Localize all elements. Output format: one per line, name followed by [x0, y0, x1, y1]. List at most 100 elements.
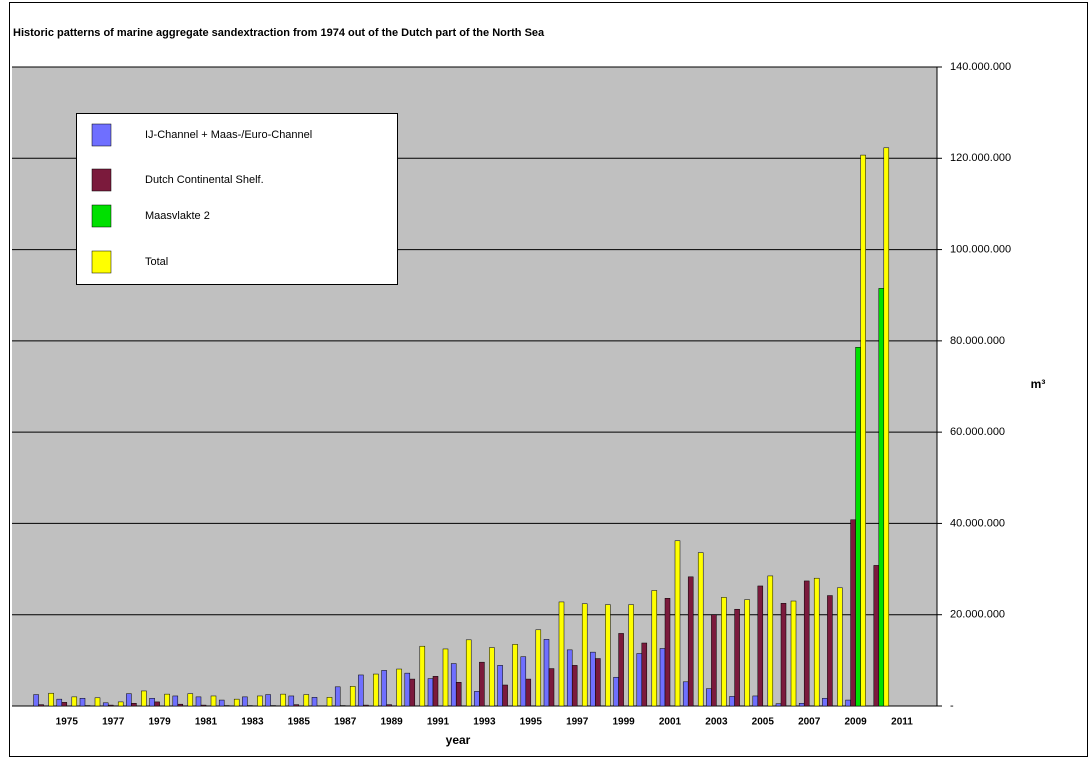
bar	[149, 697, 155, 707]
bar	[218, 699, 225, 707]
bar	[744, 599, 750, 707]
x-tick-label: 1999	[612, 717, 635, 728]
bar	[664, 598, 671, 707]
legend-label: Dutch Continental Shelf.	[145, 174, 264, 186]
bar	[878, 288, 885, 707]
y-tick-label: 80.000.000	[950, 335, 1005, 347]
x-tick-label: 1997	[566, 717, 589, 728]
bar	[427, 678, 434, 707]
x-tick-label: 2007	[798, 717, 821, 728]
bar	[200, 704, 207, 707]
x-tick-label: 1995	[520, 717, 543, 728]
bar	[311, 697, 318, 707]
bar	[827, 595, 833, 707]
bar	[590, 651, 596, 707]
legend-label: IJ-Channel + Maas-/Euro-Channel	[145, 129, 312, 141]
bar	[373, 673, 379, 707]
y-tick-label: 100.000.000	[950, 243, 1011, 255]
bar	[729, 696, 735, 707]
bar	[566, 649, 573, 707]
bar	[195, 696, 202, 707]
bar	[94, 697, 101, 707]
bar	[257, 695, 263, 707]
bar	[525, 678, 532, 707]
x-tick-label: 1989	[380, 717, 403, 728]
bar	[177, 703, 184, 707]
bar	[404, 672, 411, 707]
bar	[757, 585, 764, 707]
bar	[548, 668, 555, 707]
bar	[798, 703, 805, 707]
bar	[474, 691, 480, 707]
bar	[363, 704, 369, 707]
legend-swatch	[91, 168, 112, 192]
bar	[697, 552, 704, 707]
bar	[845, 699, 851, 707]
bar	[154, 701, 160, 707]
x-tick-label: 1993	[473, 717, 496, 728]
bar	[265, 694, 271, 707]
y-tick-label: 60.000.000	[950, 426, 1005, 438]
x-tick-label: 2009	[844, 717, 867, 728]
bar	[280, 693, 286, 707]
bar	[855, 346, 861, 707]
y-tick-label: 140.000.000	[950, 61, 1011, 73]
bar	[775, 703, 782, 707]
x-tick-label: 2001	[659, 717, 682, 728]
bar	[442, 648, 449, 707]
bar	[837, 587, 843, 707]
bar	[520, 656, 527, 707]
bar	[618, 633, 624, 707]
bar	[628, 604, 634, 707]
y-tick-label: 20.000.000	[950, 609, 1005, 621]
x-tick-label: 1977	[102, 717, 125, 728]
bar	[409, 678, 416, 707]
bar	[595, 658, 601, 707]
x-tick-label: 1985	[288, 717, 311, 728]
bar	[512, 644, 518, 707]
x-tick-label: 1975	[56, 717, 79, 728]
bar	[117, 701, 124, 707]
x-tick-label: 1981	[195, 717, 218, 728]
bar	[334, 686, 341, 707]
x-tick-label: 1987	[334, 717, 357, 728]
bar	[543, 639, 550, 707]
bar	[790, 600, 797, 707]
bar	[242, 696, 248, 707]
bar	[706, 688, 712, 707]
bar	[813, 577, 820, 707]
bar	[48, 692, 54, 707]
bar	[126, 693, 132, 707]
bar	[349, 686, 356, 707]
bar	[571, 665, 578, 707]
bar	[187, 693, 194, 707]
bar	[233, 698, 240, 707]
bar	[432, 676, 439, 707]
bar	[172, 695, 179, 707]
bar	[558, 601, 565, 707]
bar	[873, 565, 880, 707]
bar	[711, 614, 717, 707]
x-tick-label: 2003	[705, 717, 728, 728]
bar	[502, 684, 508, 707]
legend-box	[76, 113, 398, 285]
x-tick-label: 1991	[427, 717, 450, 728]
legend-label: Maasvlakte 2	[145, 210, 210, 222]
bar	[396, 668, 402, 707]
bar	[687, 576, 694, 707]
bar	[822, 697, 828, 707]
chart-title: Historic patterns of marine aggregate sa…	[13, 27, 545, 39]
legend-swatch	[91, 123, 112, 147]
x-tick-label: 2011	[891, 717, 913, 728]
bar	[721, 597, 727, 707]
x-axis-label: year	[446, 733, 471, 747]
bar	[674, 540, 681, 707]
bar	[613, 676, 619, 707]
bar	[479, 661, 485, 707]
bar	[682, 681, 689, 707]
bar	[38, 704, 44, 707]
bar	[455, 682, 462, 707]
bar	[288, 695, 295, 707]
bar	[33, 694, 39, 707]
bar	[605, 604, 611, 707]
